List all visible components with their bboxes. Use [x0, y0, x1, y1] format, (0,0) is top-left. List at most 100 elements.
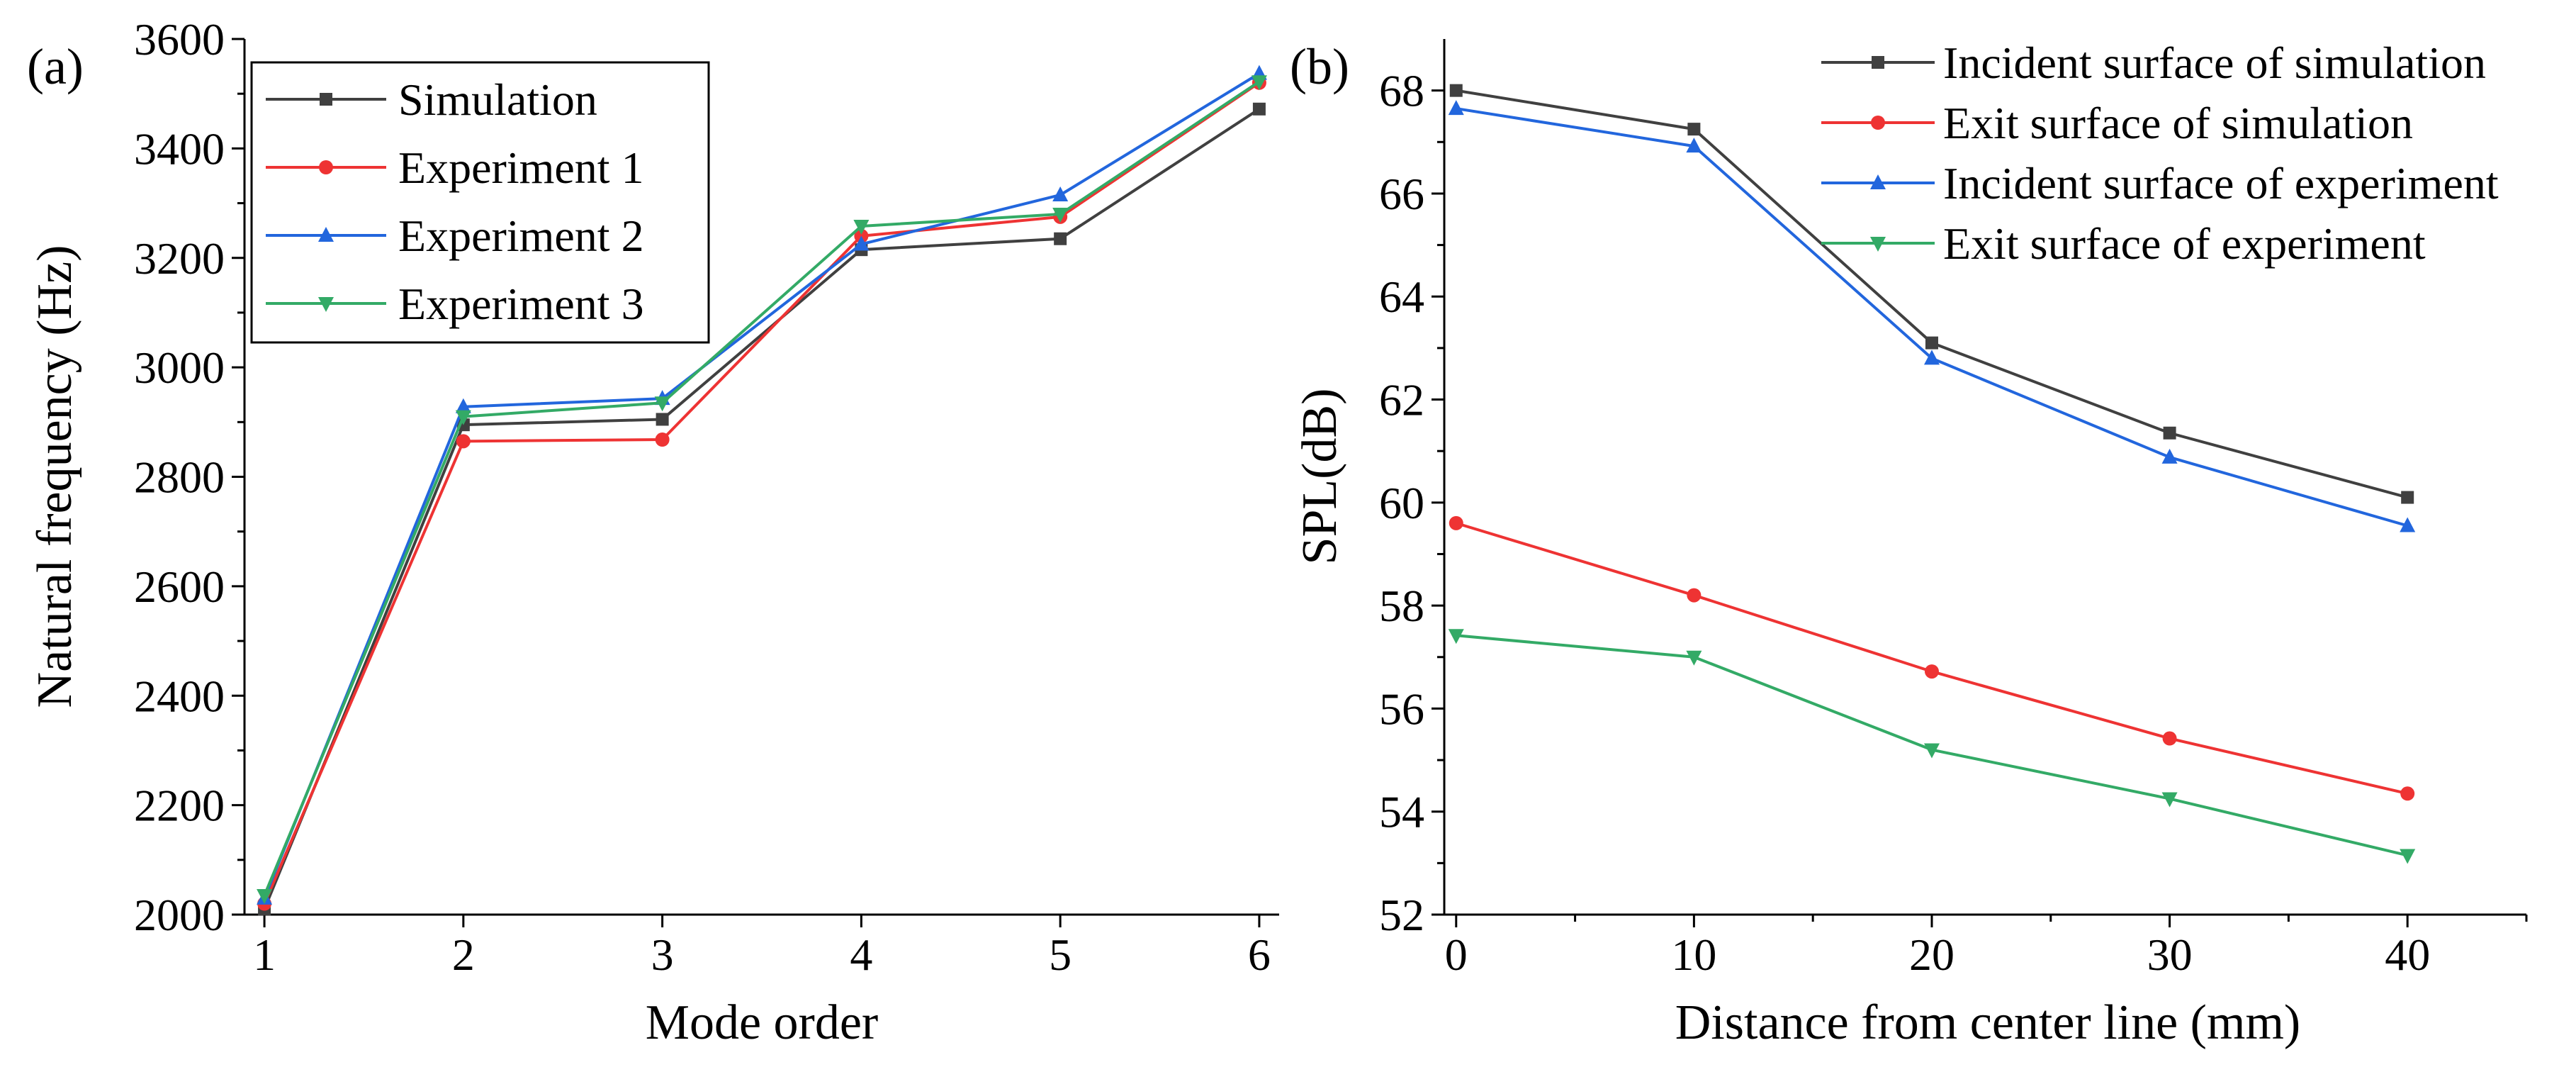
data-point	[1687, 123, 1701, 136]
panel-label: (a)	[27, 38, 84, 95]
series-2	[1448, 100, 2416, 532]
y-tick-label: 66	[1379, 169, 1424, 219]
legend-label: Exit surface of experiment	[1943, 218, 2426, 269]
legend-marker	[1870, 174, 1886, 189]
series-0	[1449, 84, 2414, 504]
data-point	[1687, 588, 1702, 603]
y-tick-label: 3600	[134, 14, 225, 65]
x-tick-label: 0	[1445, 929, 1468, 980]
legend-label: Experiment 2	[398, 211, 644, 261]
legend-marker	[1871, 116, 1885, 130]
panel-label: (b)	[1290, 38, 1349, 95]
chart-panel-a: 2000 2200 2400 2600 2800 3000 3200 3400 3600 1 2 3 4…	[27, 14, 1279, 1050]
data-point	[1052, 208, 1069, 223]
y-tick-label: 2800	[134, 452, 225, 503]
data-point	[2400, 786, 2415, 801]
y-tick-label: 3400	[134, 123, 225, 174]
data-point	[1449, 84, 1463, 97]
x-axis-title: Mode order	[646, 995, 879, 1050]
data-point	[1448, 629, 1464, 644]
legend-marker	[320, 93, 332, 106]
y-tick-label: 58	[1379, 581, 1424, 631]
data-point	[1054, 232, 1067, 245]
y-axis-title: SPL(dB)	[1293, 389, 1347, 565]
legend-label: Experiment 1	[398, 143, 644, 193]
data-point	[1686, 138, 1702, 153]
legend-label: Simulation	[398, 74, 597, 125]
y-tick-label: 2600	[134, 562, 225, 612]
y-axis-title: Natural frequency (Hz)	[28, 245, 82, 708]
data-point	[1923, 743, 1940, 759]
chart-panel-b: 52 54 56 58 60 62 64 66 68 0 10 20 30 40 Distance from…	[1290, 38, 2528, 1050]
y-tick-label: 3200	[134, 233, 225, 284]
data-point	[1251, 75, 1267, 91]
series-line	[1456, 89, 2408, 499]
legend-marker	[319, 160, 333, 174]
x-tick-label: 4	[850, 929, 872, 980]
data-point	[456, 434, 471, 449]
x-tick-label: 20	[1909, 929, 1955, 980]
series-line	[263, 80, 1261, 896]
x-tick-label: 10	[1671, 929, 1716, 980]
y-tick-label: 68	[1379, 66, 1424, 116]
data-point	[1923, 350, 1940, 365]
legend-label: Incident surface of simulation	[1943, 38, 2486, 88]
x-tick-label: 5	[1049, 929, 1072, 980]
data-point	[655, 432, 670, 447]
series-line	[263, 82, 1261, 905]
data-point	[2161, 448, 2178, 464]
y-tick-label: 2200	[134, 781, 225, 831]
series-1	[1449, 515, 2415, 801]
data-point	[2400, 849, 2416, 864]
data-point	[455, 398, 471, 413]
data-point	[1686, 650, 1702, 666]
x-tick-label: 40	[2385, 929, 2430, 980]
data-point	[2162, 731, 2177, 746]
legend: Incident surface of simulation Exit surfa…	[1821, 38, 2499, 269]
legend-box	[250, 61, 710, 344]
y-tick-label: 2000	[134, 890, 225, 940]
series-line	[263, 108, 1261, 910]
y-tick-label: 3000	[134, 342, 225, 393]
x-tick-label: 3	[651, 929, 674, 980]
series-3	[257, 75, 1267, 904]
data-point	[455, 410, 471, 425]
y-tick-label: 2400	[134, 671, 225, 721]
legend-label: Exit surface of simulation	[1943, 98, 2413, 148]
y-tick-label: 60	[1379, 478, 1424, 528]
data-point	[853, 219, 870, 235]
data-point	[2163, 426, 2176, 440]
series-line	[263, 72, 1260, 899]
series-3	[1448, 629, 2416, 864]
data-point	[1052, 186, 1069, 201]
y-tick-label: 62	[1379, 375, 1424, 425]
legend: Simulation Experiment 1 Experiment 2 Experi…	[250, 61, 710, 344]
legend-marker	[318, 227, 334, 242]
legend-marker	[1870, 237, 1886, 252]
data-point	[853, 235, 870, 251]
legend-label: Incident surface of experiment	[1943, 158, 2499, 208]
data-point	[654, 396, 670, 412]
y-tick-label: 54	[1379, 787, 1424, 837]
x-tick-label: 2	[452, 929, 475, 980]
x-tick-label: 6	[1248, 929, 1271, 980]
data-point	[656, 413, 669, 426]
data-point	[2400, 517, 2416, 532]
data-point	[1252, 102, 1266, 116]
x-axis-title: Distance from center line (mm)	[1675, 995, 2300, 1050]
y-tick-label: 64	[1379, 272, 1424, 322]
y-tick-label: 52	[1379, 890, 1424, 940]
data-point	[1924, 664, 1939, 679]
legend-label: Experiment 3	[398, 279, 644, 329]
x-tick-label: 1	[253, 929, 276, 980]
y-tick-label: 56	[1379, 683, 1424, 734]
data-point	[1448, 100, 1464, 116]
data-point	[2401, 491, 2414, 504]
data-point	[257, 888, 273, 904]
x-tick-label: 30	[2147, 929, 2193, 980]
data-point	[1925, 336, 1938, 350]
legend-marker	[318, 297, 334, 312]
data-point	[2161, 792, 2178, 808]
data-point	[1449, 515, 1463, 530]
